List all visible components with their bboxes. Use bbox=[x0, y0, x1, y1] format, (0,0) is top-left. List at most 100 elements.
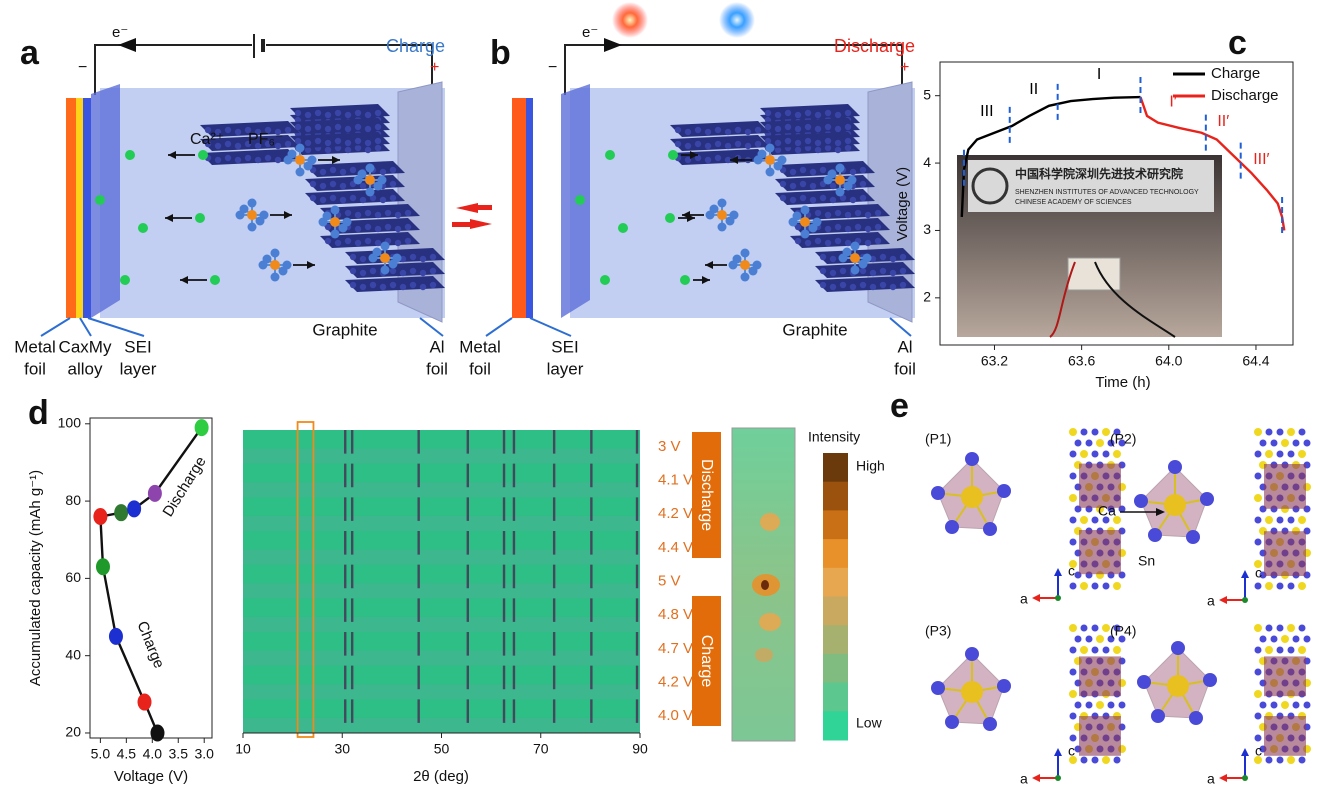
group-box bbox=[692, 596, 721, 726]
f-atom bbox=[365, 187, 375, 197]
y-tick-label: 2 bbox=[923, 289, 931, 305]
axis-head bbox=[1032, 594, 1040, 602]
arrow-head bbox=[682, 211, 690, 219]
cell-label: alloy bbox=[68, 359, 103, 378]
f-atom bbox=[717, 222, 727, 232]
c-atom bbox=[419, 269, 427, 277]
data-point bbox=[150, 724, 165, 742]
c-atom bbox=[804, 239, 812, 247]
f-atom bbox=[338, 223, 348, 233]
cell-label: foil bbox=[469, 359, 491, 378]
c-atom bbox=[379, 196, 387, 204]
y-tick-label: 40 bbox=[65, 646, 81, 662]
c-atom bbox=[814, 139, 822, 147]
ca-atom bbox=[1164, 494, 1186, 516]
c-atom bbox=[889, 255, 897, 263]
c-atom bbox=[694, 140, 702, 148]
c-atom bbox=[429, 253, 437, 261]
sn-atom bbox=[1085, 439, 1093, 447]
c-atom bbox=[824, 211, 832, 219]
circuit-wire bbox=[564, 44, 903, 95]
c-atom bbox=[304, 139, 312, 147]
c-atom bbox=[674, 126, 682, 134]
c-atom bbox=[899, 267, 907, 275]
axis-head bbox=[1241, 748, 1249, 756]
c-atom bbox=[724, 142, 732, 150]
f-atom bbox=[357, 169, 367, 179]
axis-head bbox=[1054, 568, 1062, 576]
c-atom bbox=[334, 239, 342, 247]
sn-atom bbox=[997, 679, 1011, 693]
c-atom bbox=[879, 267, 887, 275]
arrow-head bbox=[168, 151, 176, 159]
sn-atom bbox=[1254, 646, 1262, 654]
axis-origin bbox=[1055, 775, 1061, 781]
ion-label: Ca²⁺ bbox=[190, 131, 224, 148]
c-atom bbox=[314, 137, 322, 145]
ca-atom bbox=[1096, 701, 1104, 709]
sn-atom bbox=[931, 486, 945, 500]
c-atom bbox=[214, 156, 222, 164]
f-atom bbox=[835, 163, 845, 173]
sn-atom bbox=[1069, 450, 1077, 458]
c-atom bbox=[324, 125, 332, 133]
axis-label: a bbox=[1020, 591, 1028, 607]
bulb-blue bbox=[719, 2, 755, 38]
c-atom bbox=[899, 253, 907, 261]
c-atom bbox=[354, 137, 362, 145]
pointer bbox=[529, 317, 572, 337]
axis-origin bbox=[1055, 595, 1061, 601]
x-tick-label: 5.0 bbox=[91, 746, 111, 762]
axis-origin bbox=[1242, 597, 1248, 603]
c-atom bbox=[354, 239, 362, 247]
f-atom bbox=[850, 265, 860, 275]
f-atom bbox=[373, 181, 383, 191]
x-axis-label: Voltage (V) bbox=[114, 768, 188, 785]
sn-atom bbox=[983, 717, 997, 731]
c-atom bbox=[244, 140, 252, 148]
c-atom bbox=[224, 126, 232, 134]
sn-atom bbox=[1069, 646, 1077, 654]
ca-atom bbox=[1287, 428, 1295, 436]
sn-atom bbox=[1069, 516, 1077, 524]
c-atom bbox=[844, 211, 852, 219]
c-atom bbox=[824, 239, 832, 247]
axis-head bbox=[1219, 596, 1227, 604]
ca-atom bbox=[1287, 624, 1295, 632]
pointer bbox=[889, 317, 912, 337]
c-atom bbox=[344, 111, 352, 119]
c-atom bbox=[384, 223, 392, 231]
x-tick-label: 63.6 bbox=[1068, 353, 1095, 369]
c-atom bbox=[374, 225, 382, 233]
sn-atom bbox=[1069, 472, 1077, 480]
c-atom bbox=[869, 269, 877, 277]
c-atom bbox=[859, 166, 867, 174]
sn-atom bbox=[1186, 530, 1200, 544]
c-atom bbox=[684, 142, 692, 150]
data-line bbox=[960, 95, 1141, 218]
ca-atom bbox=[1113, 450, 1121, 458]
c-atom bbox=[254, 142, 262, 150]
minus-sign: − bbox=[548, 59, 557, 76]
c-atom bbox=[349, 253, 357, 261]
c-atom bbox=[674, 140, 682, 148]
sn-atom bbox=[1091, 428, 1099, 436]
f-atom bbox=[800, 229, 810, 239]
sn-atom bbox=[1091, 756, 1099, 764]
sn-atom bbox=[1168, 460, 1182, 474]
c-atom bbox=[399, 269, 407, 277]
c-atom bbox=[344, 237, 352, 245]
c-atom bbox=[824, 137, 832, 145]
sn-atom bbox=[1074, 701, 1082, 709]
c-atom bbox=[829, 182, 837, 190]
sn-atom bbox=[1151, 709, 1165, 723]
f-atom bbox=[792, 211, 802, 221]
c-atom bbox=[834, 146, 842, 154]
ca-atom bbox=[1265, 582, 1273, 590]
sn-atom bbox=[1074, 635, 1082, 643]
metal-foil bbox=[66, 98, 76, 318]
sn-atom bbox=[1091, 450, 1099, 458]
c-atom bbox=[899, 281, 907, 289]
x-tick-label: 4.0 bbox=[143, 746, 163, 762]
sn-atom bbox=[1298, 624, 1306, 632]
